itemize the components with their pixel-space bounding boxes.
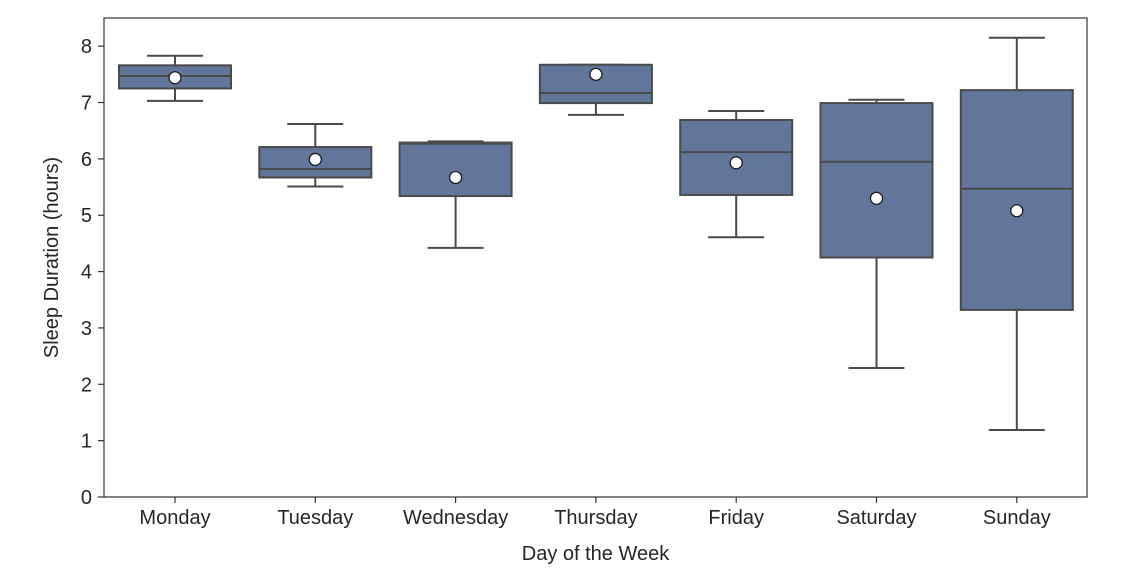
box-sunday bbox=[959, 89, 1074, 311]
mean-marker-monday bbox=[168, 71, 182, 85]
box-group-friday bbox=[679, 109, 794, 239]
mean-marker-wednesday bbox=[448, 170, 463, 185]
box-group-tuesday bbox=[258, 122, 373, 188]
mean-marker-thursday bbox=[589, 67, 603, 82]
mean-marker-saturday bbox=[869, 191, 884, 205]
box-group-monday bbox=[118, 54, 232, 102]
y-tick-label: 2 bbox=[81, 374, 92, 396]
x-tick-label-friday: Friday bbox=[708, 507, 764, 529]
x-tick-label-monday: Monday bbox=[139, 507, 210, 529]
box-group-saturday bbox=[819, 98, 934, 369]
y-tick-label: 4 bbox=[81, 262, 92, 284]
y-tick-label: 6 bbox=[81, 149, 92, 171]
y-tick-label: 7 bbox=[81, 93, 92, 115]
box-saturday bbox=[819, 102, 934, 259]
x-tick-label-wednesday: Wednesday bbox=[403, 507, 508, 529]
box-group-wednesday bbox=[398, 140, 513, 249]
y-axis-title: Sleep Duration (hours) bbox=[41, 157, 63, 358]
box-group-thursday bbox=[538, 63, 653, 116]
y-tick-label: 8 bbox=[81, 36, 92, 58]
box-group-sunday bbox=[959, 36, 1074, 431]
mean-marker-sunday bbox=[1010, 204, 1024, 218]
box-wednesday bbox=[398, 141, 513, 198]
mean-marker-tuesday bbox=[308, 152, 322, 167]
y-tick-label: 5 bbox=[81, 205, 92, 227]
x-tick-label-thursday: Thursday bbox=[554, 507, 637, 529]
axes-layer bbox=[98, 17, 1088, 503]
labels-layer: 0 1 2 3 4 5 6 7 8 Monday Tuesday Wednesday Thursday F… bbox=[81, 36, 1051, 529]
mean-marker-friday bbox=[729, 156, 743, 170]
y-tick-label: 1 bbox=[81, 431, 92, 453]
x-tick-label-saturday: Saturday bbox=[836, 507, 916, 529]
y-tick-label: 3 bbox=[81, 318, 92, 340]
y-tick-label: 0 bbox=[81, 487, 92, 509]
x-tick-label-sunday: Sunday bbox=[983, 507, 1051, 529]
x-axis-title: Day of the Week bbox=[522, 543, 670, 565]
boxes-layer bbox=[118, 36, 1074, 431]
x-tick-label-tuesday: Tuesday bbox=[277, 507, 353, 529]
